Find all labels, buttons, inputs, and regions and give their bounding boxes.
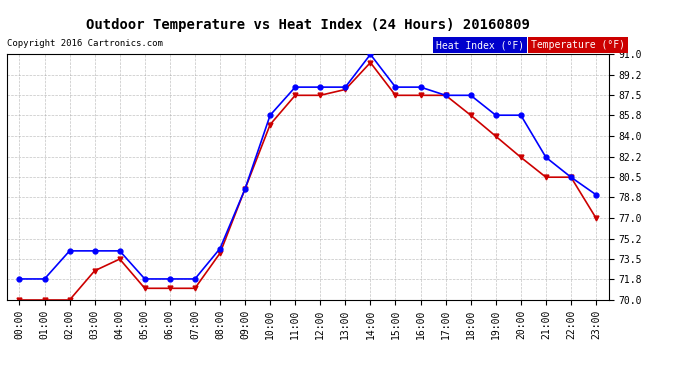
Text: Copyright 2016 Cartronics.com: Copyright 2016 Cartronics.com xyxy=(7,39,163,48)
Text: Heat Index (°F): Heat Index (°F) xyxy=(436,40,524,50)
Text: Temperature (°F): Temperature (°F) xyxy=(531,40,625,50)
Title: Outdoor Temperature vs Heat Index (24 Hours) 20160809: Outdoor Temperature vs Heat Index (24 Ho… xyxy=(86,18,530,32)
